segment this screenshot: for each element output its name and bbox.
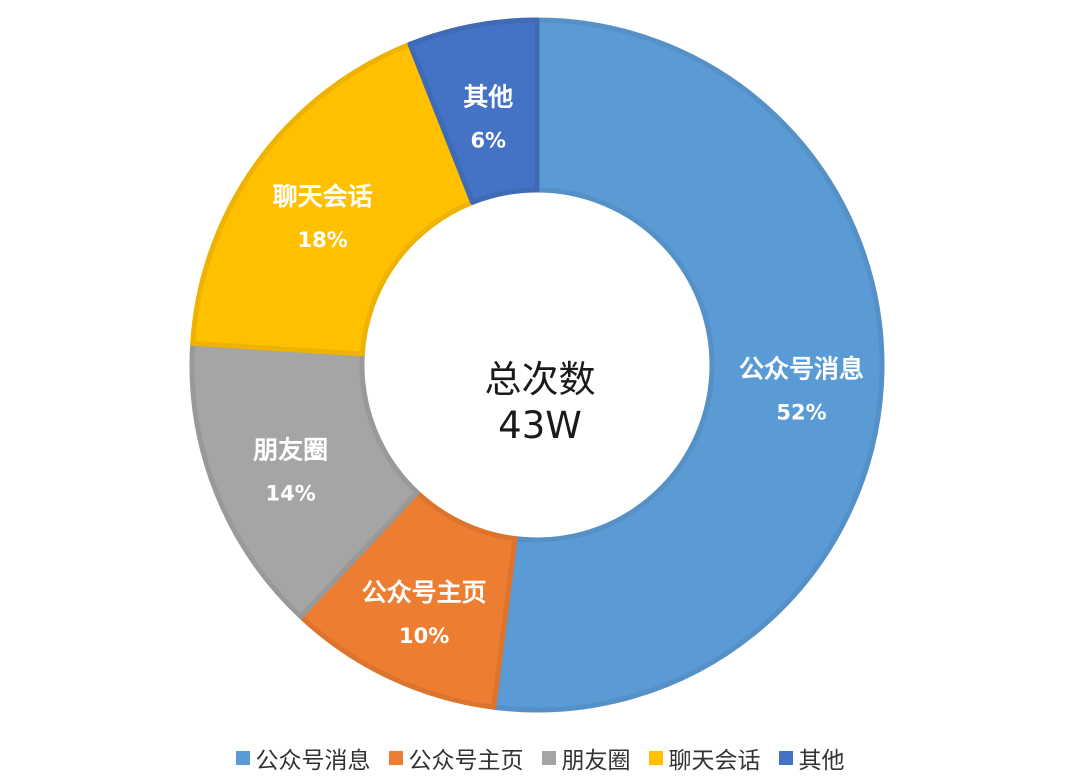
legend-item-0: 公众号消息: [235, 741, 371, 775]
donut-slice-0: [491, 17, 885, 713]
donut-slice-1: [298, 490, 518, 710]
legend-label-1: 公众号主页: [408, 748, 524, 774]
slice-labels-group: 公众号消息 52% 公众号主页 10% 朋友圈 14% 聊天会话 18% 其他 6%: [253, 83, 864, 648]
slice-value-label-4: 6%: [470, 129, 506, 153]
legend-swatch-4: [778, 751, 793, 765]
donut-slice-4: [407, 17, 540, 205]
legend-item-3: 聊天会话: [648, 741, 761, 775]
legend-swatch-3: [648, 751, 663, 765]
center-label-value: 43W: [498, 404, 582, 447]
legend-item-2: 朋友圈: [541, 741, 631, 775]
legend: 公众号消息 公众号主页 朋友圈 聊天会话 其他: [0, 736, 1080, 780]
legend-item-4: 其他: [778, 741, 845, 775]
legend-label-0: 公众号消息: [255, 748, 371, 774]
legend-label-3: 聊天会话: [668, 748, 761, 774]
slice-label-1: 公众号主页: [362, 578, 487, 607]
donut-slice-2: [189, 340, 420, 619]
legend-label-2: 朋友圈: [561, 748, 631, 774]
legend-swatch-0: [235, 751, 250, 765]
slice-label-0: 公众号消息: [739, 355, 864, 384]
legend-swatch-1: [388, 751, 403, 765]
center-label: 总次数 43W: [485, 358, 596, 447]
slice-label-4: 其他: [463, 83, 513, 112]
slice-label-3: 聊天会话: [273, 182, 373, 211]
slice-value-label-0: 52%: [776, 401, 826, 425]
slice-label-2: 朋友圈: [253, 436, 328, 465]
center-label-title: 总次数: [485, 358, 596, 401]
slices-group: [189, 17, 885, 713]
slice-value-label-3: 18%: [297, 228, 347, 252]
legend-swatch-2: [541, 751, 556, 765]
donut-slice-3: [190, 41, 476, 357]
legend-item-1: 公众号主页: [388, 741, 524, 775]
slice-value-label-2: 14%: [265, 482, 315, 506]
slice-value-label-1: 10%: [399, 624, 449, 648]
legend-label-4: 其他: [798, 748, 845, 774]
